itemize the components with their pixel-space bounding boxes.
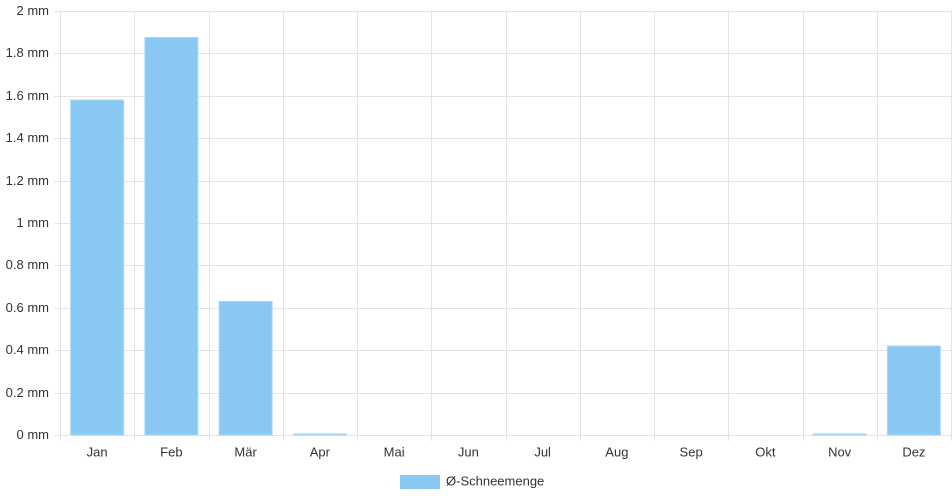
x-tick-label: Jan: [87, 444, 108, 459]
legend-swatch[interactable]: [400, 475, 440, 489]
y-tick-label: 1.8 mm: [6, 45, 49, 60]
y-tick-label: 0.2 mm: [6, 385, 49, 400]
x-tick-label: Feb: [160, 444, 182, 459]
y-tick-label: 1.4 mm: [6, 130, 49, 145]
bar: [292, 433, 347, 436]
x-tick-label: Mär: [234, 444, 257, 459]
x-tick-label: Apr: [310, 444, 331, 459]
y-tick-label: 0.4 mm: [6, 342, 49, 357]
x-tick-label: Aug: [605, 444, 628, 459]
x-tick-label: Mai: [384, 444, 405, 459]
x-tick-label: Jul: [534, 444, 551, 459]
y-tick-label: 0.6 mm: [6, 300, 49, 315]
y-tick-label: 2 mm: [17, 3, 50, 18]
x-tick-label: Okt: [755, 444, 776, 459]
x-tick-label: Nov: [828, 444, 852, 459]
y-tick-label: 0 mm: [17, 427, 50, 442]
bar: [218, 300, 273, 436]
x-tick-label: Dez: [902, 444, 925, 459]
y-tick-label: 1.6 mm: [6, 88, 49, 103]
bar: [886, 345, 941, 436]
y-tick-label: 1.2 mm: [6, 173, 49, 188]
legend-label[interactable]: Ø-Schneemenge: [446, 473, 544, 488]
bar: [812, 433, 867, 436]
bar: [144, 37, 199, 436]
x-tick-label: Sep: [680, 444, 703, 459]
bar: [70, 99, 125, 436]
y-tick-label: 0.8 mm: [6, 257, 49, 272]
x-tick-label: Jun: [458, 444, 479, 459]
y-tick-label: 1 mm: [17, 215, 50, 230]
